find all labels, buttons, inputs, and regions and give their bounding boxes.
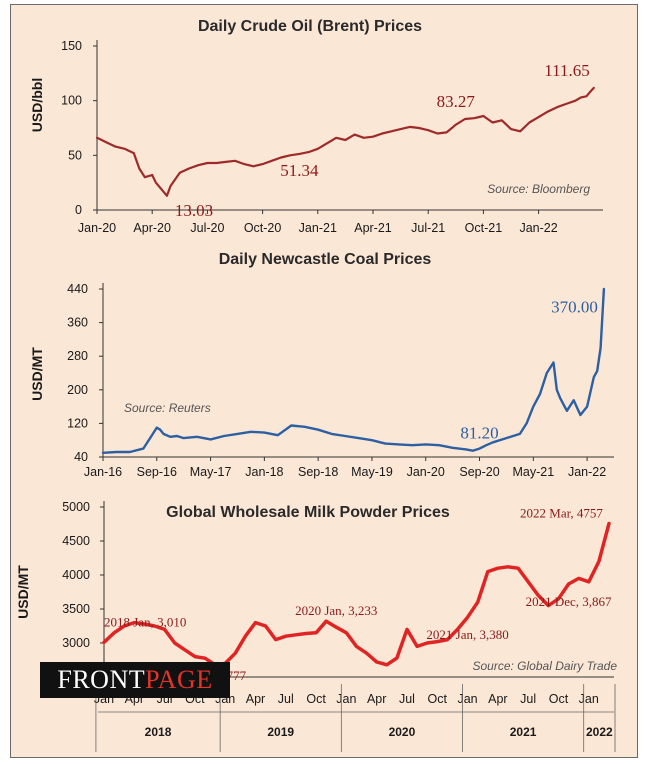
x-tick-label: Jul-21 — [411, 221, 445, 235]
x-tick-label: Jan-16 — [84, 465, 122, 479]
milk-title: Global Wholesale Milk Powder Prices — [166, 504, 450, 521]
data-label: 370.00 — [551, 297, 598, 316]
y-tick-label: 200 — [67, 383, 88, 397]
x-tick-label: Oct — [549, 692, 569, 706]
series-line — [95, 86, 595, 197]
milk-ylabel: USD/MT — [15, 565, 31, 619]
x-tick-label: Jan — [336, 692, 356, 706]
y-tick-label: 440 — [67, 282, 88, 296]
x-tick-label: Jan-21 — [299, 221, 337, 235]
x-tick-label: Jul — [278, 692, 294, 706]
x-tick-label: Oct-21 — [465, 221, 503, 235]
year-label: 2018 — [145, 725, 172, 739]
x-tick-label: Jul — [399, 692, 415, 706]
data-label: 51.34 — [280, 161, 319, 180]
coal-chart: Daily Newcastle Coal Prices USD/MT Sourc… — [29, 251, 614, 479]
x-tick-label: Jan — [579, 692, 599, 706]
x-tick-label: Jan — [457, 692, 477, 706]
year-label: 2022 — [586, 725, 613, 739]
x-tick-label: Apr-21 — [354, 221, 392, 235]
coal-ylabel: USD/MT — [29, 347, 45, 401]
year-label: 2021 — [510, 725, 537, 739]
frontpage-logo: FRONT PAGE — [40, 662, 230, 698]
milk-source: Source: Global Dairy Trade — [472, 659, 617, 673]
logo-front-text: FRONT — [57, 665, 146, 694]
data-label: 2021 Jan, 3,380 — [426, 627, 508, 642]
y-tick-label: 5000 — [62, 500, 90, 514]
x-tick-label: Jan-18 — [245, 465, 283, 479]
x-tick-label: Jan-22 — [568, 465, 606, 479]
series-line — [102, 521, 611, 667]
coal-title: Daily Newcastle Coal Prices — [219, 251, 432, 268]
data-label: 111.65 — [544, 61, 590, 80]
crude-oil-ylabel: USD/bbl — [29, 78, 45, 132]
coal-source: Source: Reuters — [124, 401, 211, 415]
series-line — [101, 287, 606, 454]
x-tick-label: May-17 — [190, 465, 232, 479]
year-label: 2019 — [267, 725, 294, 739]
y-tick-label: 120 — [67, 416, 88, 430]
y-tick-label: 50 — [68, 148, 82, 162]
data-label: 2020 Jan, 3,233 — [295, 603, 377, 618]
y-tick-label: 40 — [74, 450, 88, 464]
data-label: 2021 Dec, 3,867 — [526, 594, 612, 609]
data-label: 2022 Mar, 4757 — [520, 506, 603, 521]
milk-chart: Global Wholesale Milk Powder Prices USD/… — [15, 500, 617, 752]
x-tick-label: Oct — [428, 692, 448, 706]
y-tick-label: 360 — [67, 316, 88, 330]
y-tick-label: 0 — [75, 203, 82, 217]
x-tick-label: May-21 — [512, 465, 554, 479]
y-tick-label: 280 — [67, 349, 88, 363]
x-tick-label: Apr — [246, 692, 265, 706]
x-tick-label: Jul-20 — [190, 221, 224, 235]
x-tick-label: Jan-20 — [407, 465, 445, 479]
y-tick-label: 150 — [61, 39, 82, 53]
x-tick-label: Sep-18 — [298, 465, 338, 479]
year-label: 2020 — [389, 725, 416, 739]
crude-oil-chart: Daily Crude Oil (Brent) Prices USD/bbl S… — [29, 18, 603, 235]
x-tick-label: Sep-20 — [459, 465, 499, 479]
x-tick-label: Jan-22 — [519, 221, 557, 235]
data-label: 81.20 — [460, 424, 498, 443]
x-tick-label: Oct — [306, 692, 326, 706]
data-label: 13.03 — [175, 201, 213, 220]
logo-page-text: PAGE — [145, 665, 213, 694]
y-tick-label: 3500 — [62, 602, 90, 616]
x-tick-label: Apr — [488, 692, 507, 706]
y-tick-label: 4500 — [62, 534, 90, 548]
crude-oil-source: Source: Bloomberg — [487, 182, 590, 196]
x-tick-label: Jan-20 — [78, 221, 116, 235]
y-tick-label: 4000 — [62, 568, 90, 582]
x-tick-label: Oct-20 — [244, 221, 282, 235]
x-tick-label: Apr-20 — [133, 221, 171, 235]
data-label: 83.27 — [437, 92, 476, 111]
y-tick-label: 100 — [61, 94, 82, 108]
x-tick-label: Sep-16 — [137, 465, 177, 479]
data-label: 2018 Jan, 3,010 — [104, 614, 186, 629]
x-tick-label: May-19 — [351, 465, 393, 479]
y-tick-label: 3000 — [62, 636, 90, 650]
crude-oil-title: Daily Crude Oil (Brent) Prices — [198, 18, 422, 35]
x-tick-label: Jul — [520, 692, 536, 706]
x-tick-label: Apr — [367, 692, 386, 706]
